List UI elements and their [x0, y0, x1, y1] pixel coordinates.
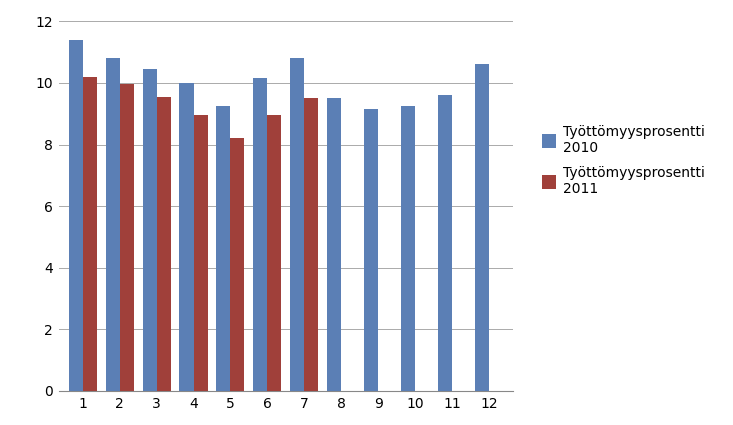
Bar	[438, 95, 452, 391]
Bar	[83, 77, 97, 391]
Bar	[327, 98, 342, 391]
Bar	[194, 115, 207, 391]
Bar	[254, 78, 268, 391]
Bar	[230, 139, 245, 391]
Legend: Työttömyysprosentti
2010, Työttömyysprosentti
2011: Työttömyysprosentti 2010, Työttömyyspros…	[538, 121, 710, 201]
Bar	[142, 69, 157, 391]
Bar	[119, 85, 133, 391]
Bar	[268, 115, 281, 391]
Bar	[216, 106, 230, 391]
Bar	[401, 106, 415, 391]
Bar	[69, 40, 83, 391]
Bar	[180, 83, 194, 391]
Bar	[290, 58, 304, 391]
Bar	[304, 98, 318, 391]
Bar	[475, 65, 489, 391]
Bar	[157, 97, 171, 391]
Bar	[364, 109, 378, 391]
Bar	[106, 58, 119, 391]
